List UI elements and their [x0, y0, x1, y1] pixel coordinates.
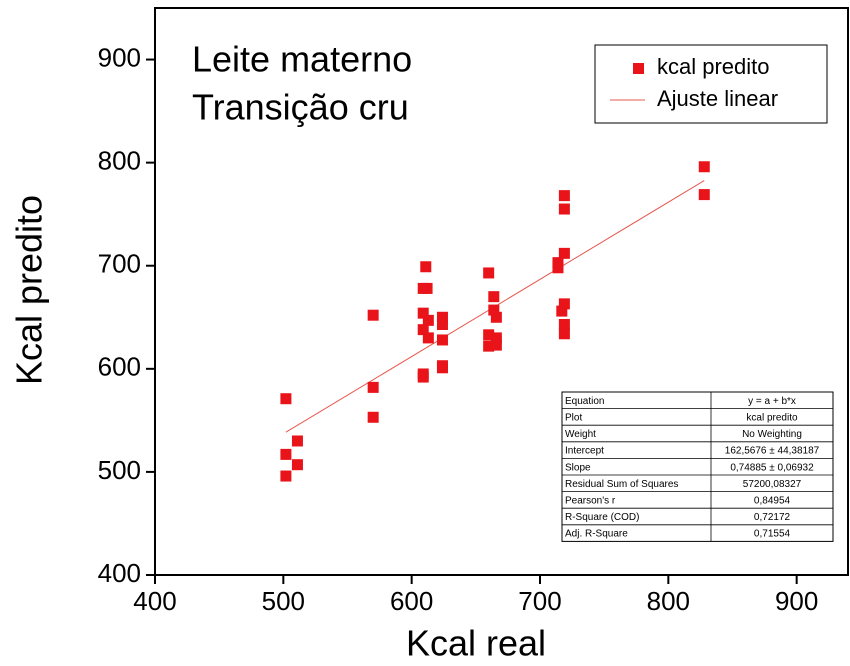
point: [367, 381, 379, 393]
point: [558, 203, 570, 215]
point: [483, 340, 495, 352]
table-cell: R-Square (COD): [565, 512, 639, 523]
point: [483, 329, 495, 341]
legend-marker: [633, 63, 644, 74]
table-cell: 0,72172: [754, 512, 791, 523]
plot-frame: [154, 7, 849, 576]
x-tick-label: 700: [518, 586, 561, 616]
y-tick-label: 600: [98, 352, 141, 382]
table-cell: No Weighting: [742, 429, 802, 440]
table-cell: y = a + b*x: [748, 396, 796, 407]
point: [552, 262, 564, 274]
point: [483, 267, 495, 279]
point: [280, 393, 292, 405]
x-tick-label: 400: [133, 586, 176, 616]
point: [490, 311, 502, 323]
legend-label: kcal predito: [657, 54, 770, 79]
y-tick-label: 900: [98, 42, 141, 72]
point: [558, 328, 570, 340]
point: [291, 435, 303, 447]
table-cell: Adj. R-Square: [565, 529, 628, 540]
table-cell: 0,84954: [754, 496, 791, 507]
point: [367, 309, 379, 321]
table-cell: 0,74885 ± 0,06932: [730, 462, 814, 473]
x-axis-label: Kcal real: [406, 623, 546, 664]
table-cell: Pearson's r: [565, 496, 616, 507]
point: [558, 247, 570, 259]
point: [488, 304, 500, 316]
point: [698, 161, 710, 173]
table-cell: Plot: [565, 413, 582, 424]
table-cell: 0,71554: [754, 529, 791, 540]
point: [490, 332, 502, 344]
point: [421, 282, 433, 294]
table-cell: Residual Sum of Squares: [565, 479, 678, 490]
legend-box: [594, 44, 828, 124]
y-tick-label: 700: [98, 249, 141, 279]
y-tick-label: 400: [98, 558, 141, 588]
point: [558, 318, 570, 330]
y-tick-label: 500: [98, 455, 141, 485]
point: [490, 339, 502, 351]
point: [436, 334, 448, 346]
table-cell: 162,5676 ± 44,38187: [725, 446, 820, 457]
point: [556, 305, 568, 317]
point: [698, 189, 710, 201]
x-tick-label: 500: [262, 586, 305, 616]
x-tick-label: 900: [775, 586, 818, 616]
y-axis-label: Kcal predito: [9, 195, 50, 385]
table-cell: 57200,08327: [743, 479, 802, 490]
stats-table: [561, 391, 834, 542]
annotation: Leite materno: [192, 39, 412, 80]
table-cell: Weight: [565, 429, 596, 440]
annotation: Transição cru: [192, 87, 409, 128]
table-cell: Slope: [565, 462, 591, 473]
point: [417, 307, 429, 319]
table-cell: Equation: [565, 396, 604, 407]
point: [367, 411, 379, 423]
point: [488, 291, 500, 303]
point: [280, 448, 292, 460]
point: [436, 311, 448, 323]
point: [558, 298, 570, 310]
point: [422, 314, 434, 326]
x-tick-label: 600: [390, 586, 433, 616]
point: [280, 470, 292, 482]
point: [417, 368, 429, 380]
table-cell: Intercept: [565, 446, 604, 457]
point: [436, 318, 448, 330]
legend-label: Ajuste linear: [657, 86, 778, 111]
table-cell: kcal predito: [746, 413, 798, 424]
point: [420, 261, 432, 273]
point: [436, 362, 448, 374]
point: [291, 459, 303, 471]
point: [558, 190, 570, 202]
point: [417, 324, 429, 336]
point: [422, 332, 434, 344]
y-tick-label: 800: [98, 146, 141, 176]
x-tick-label: 800: [647, 586, 690, 616]
